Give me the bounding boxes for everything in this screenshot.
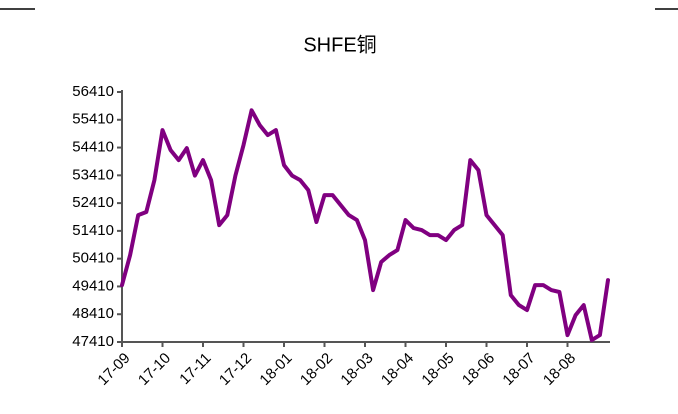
y-tick-label: 52410 xyxy=(72,194,114,211)
y-tick-label: 55410 xyxy=(72,111,114,128)
x-tick-label: 17-09 xyxy=(94,350,133,389)
x-tick-label: 18-04 xyxy=(378,350,417,389)
x-tick-label: 18-01 xyxy=(256,350,295,389)
x-tick-label: 18-02 xyxy=(297,350,336,389)
x-tick-label: 17-10 xyxy=(135,350,174,389)
y-tick-label: 49410 xyxy=(72,277,114,294)
y-tick-label: 54410 xyxy=(72,139,114,156)
x-tick-label: 17-11 xyxy=(176,350,214,388)
y-tick-label: 53410 xyxy=(72,166,114,183)
x-tick-label: 18-06 xyxy=(459,350,498,389)
y-tick-label: 47410 xyxy=(72,333,114,350)
y-tick-label: 51410 xyxy=(72,222,114,239)
chart-title: SHFE铜 xyxy=(303,33,376,56)
y-tick-label: 48410 xyxy=(72,305,114,322)
x-tick-label: 18-08 xyxy=(540,350,579,389)
x-tick-label: 18-07 xyxy=(499,350,538,389)
line-series xyxy=(120,108,610,343)
x-tick-label: 17-12 xyxy=(216,350,255,389)
y-tick-label: 50410 xyxy=(72,250,114,267)
x-tick-label: 18-05 xyxy=(418,350,457,389)
y-tick-label: 56410 xyxy=(72,83,114,100)
x-tick-label: 18-03 xyxy=(337,350,376,389)
